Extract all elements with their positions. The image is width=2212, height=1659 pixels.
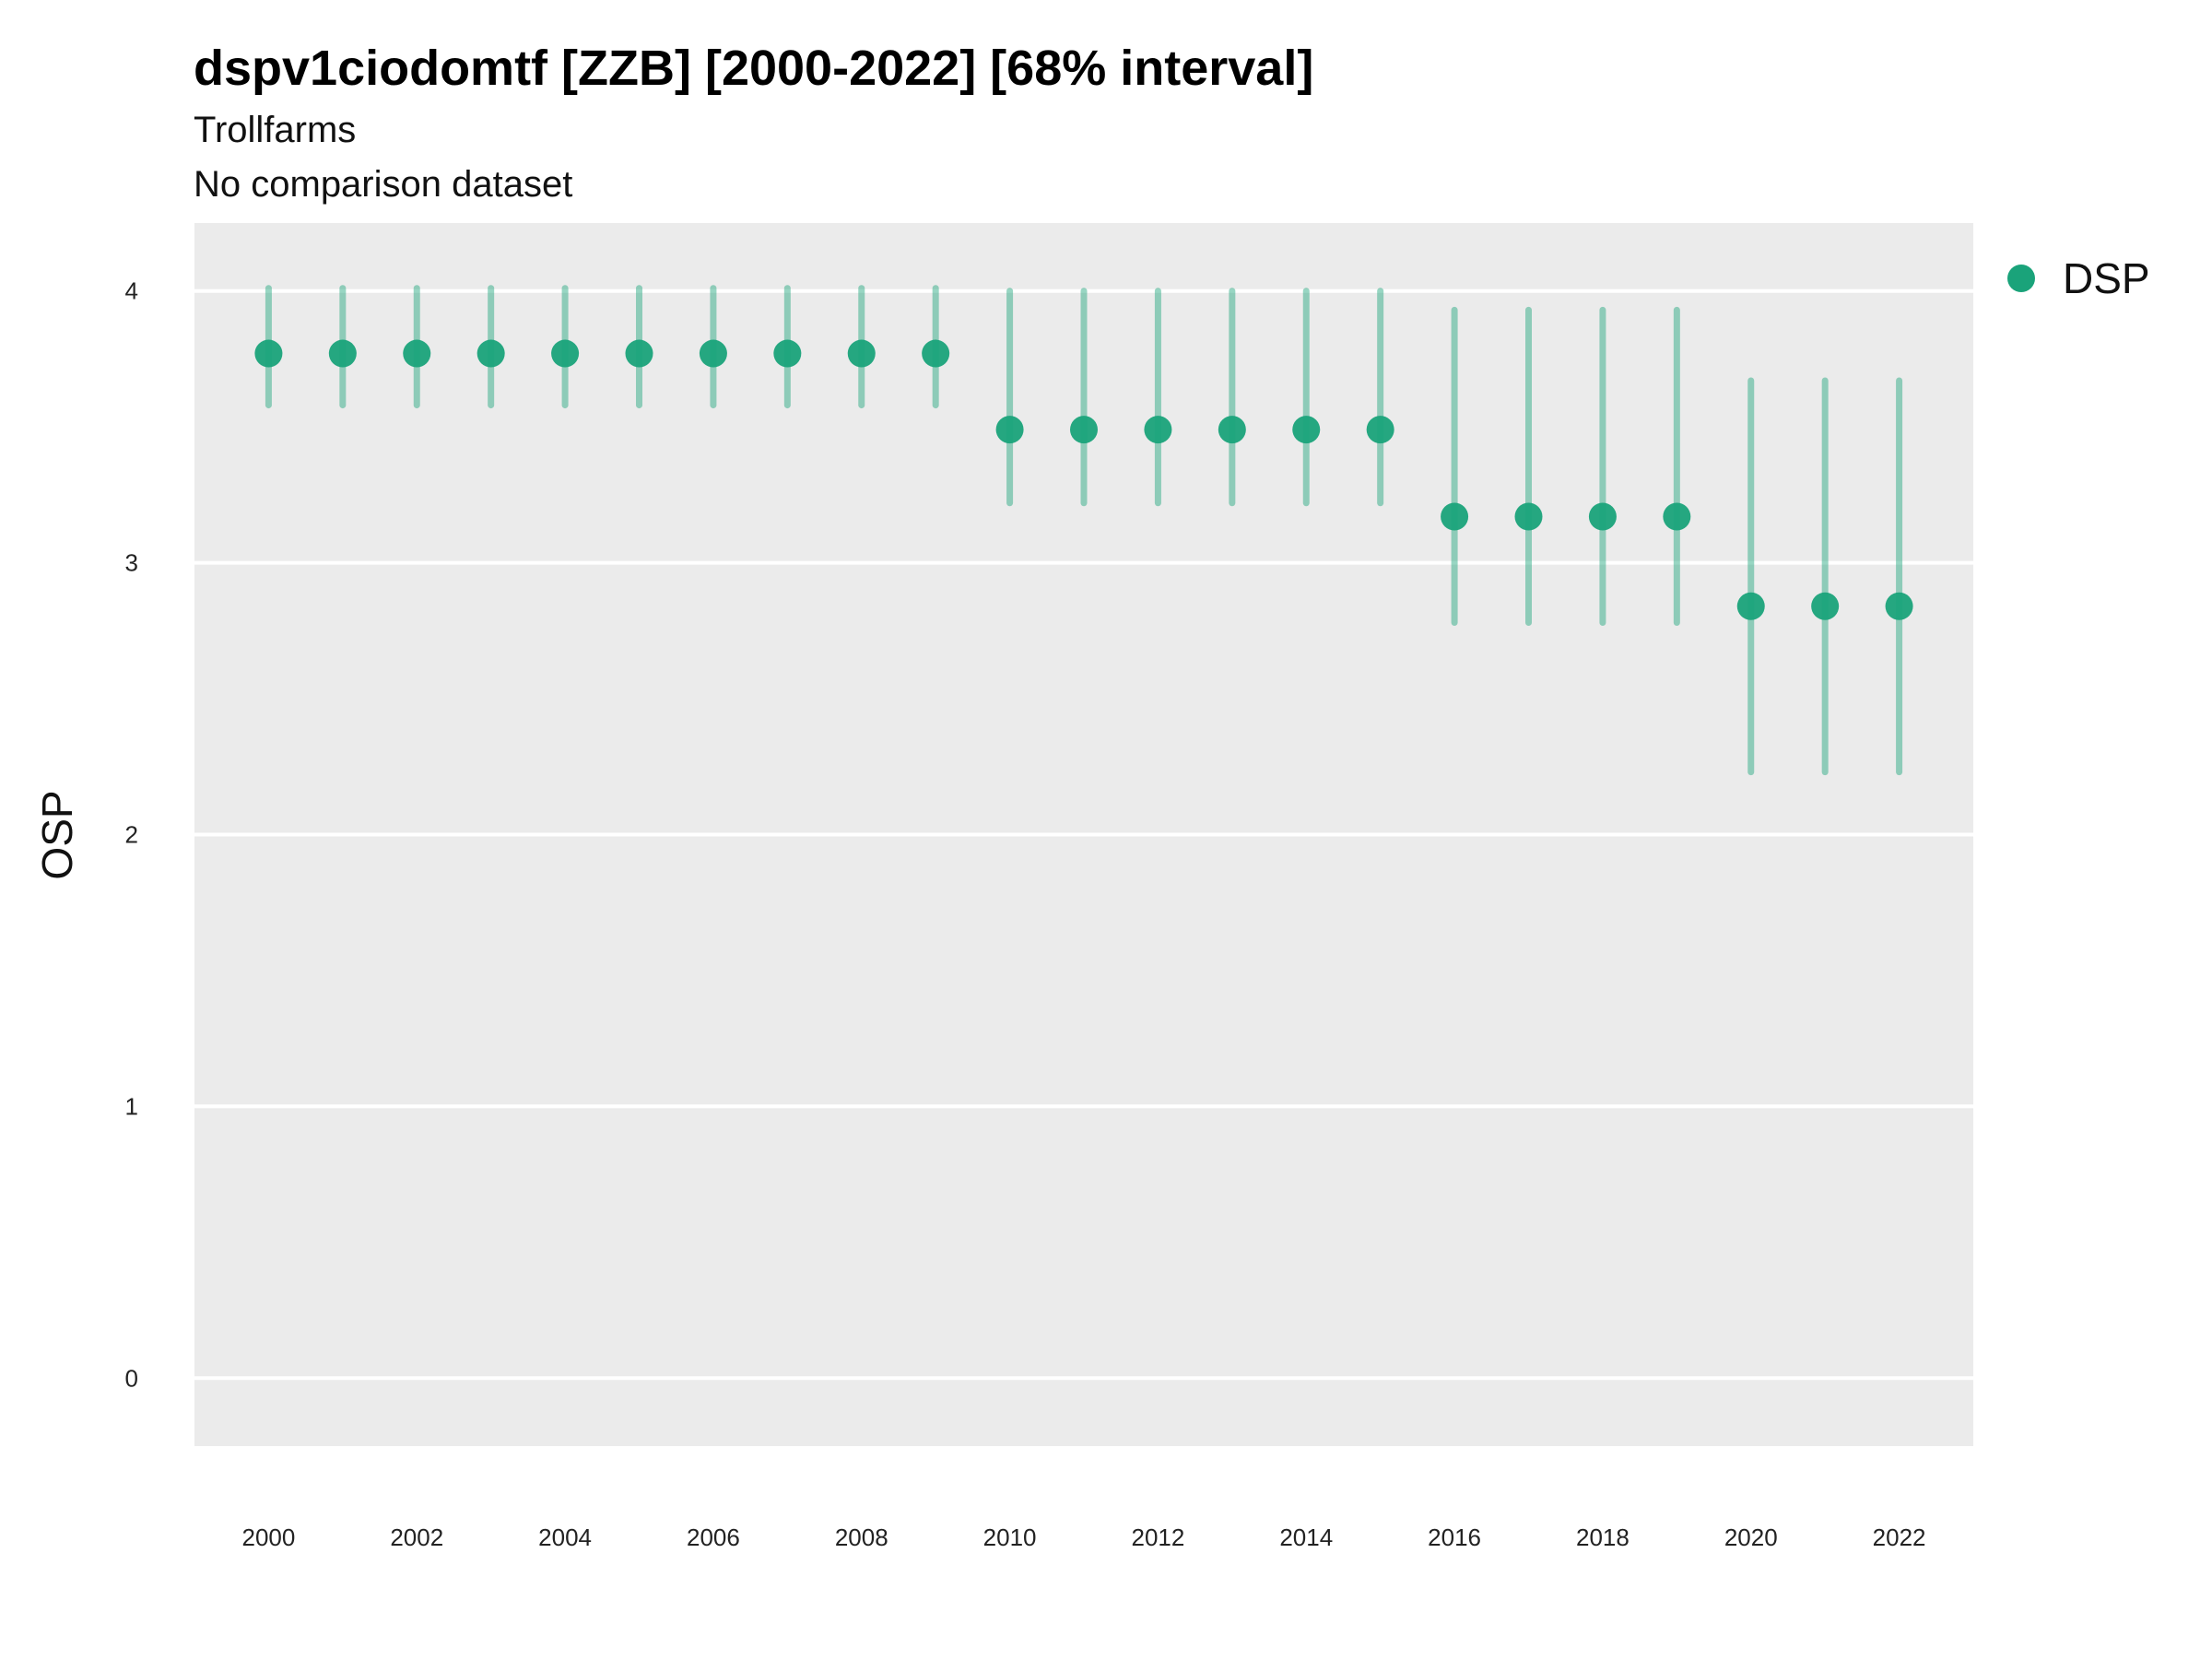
y-tick-label: 2 (125, 821, 138, 849)
data-point (922, 339, 950, 368)
data-point (625, 339, 653, 368)
data-point (699, 339, 727, 368)
x-tick-label: 2022 (1873, 1524, 1926, 1551)
x-tick-label: 2008 (835, 1524, 888, 1551)
data-point (1441, 502, 1469, 531)
y-tick-label: 1 (125, 1092, 138, 1120)
x-tick-label: 2014 (1279, 1524, 1333, 1551)
data-point (551, 339, 580, 368)
data-marks (254, 285, 1913, 776)
data-point (477, 339, 505, 368)
data-point (1144, 416, 1172, 444)
data-point (1218, 416, 1246, 444)
data-point (328, 339, 357, 368)
y-axis-label: OSP (33, 790, 81, 879)
x-tick-label: 2020 (1724, 1524, 1778, 1551)
data-point (1514, 502, 1543, 531)
data-point (254, 339, 283, 368)
data-point (847, 339, 876, 368)
data-point (1885, 592, 1913, 620)
data-point (1811, 592, 1840, 620)
y-axis-ticks: 0 1 2 3 4 (125, 277, 138, 1393)
x-tick-label: 2006 (687, 1524, 740, 1551)
x-tick-label: 2012 (1131, 1524, 1184, 1551)
y-tick-label: 0 (125, 1364, 138, 1392)
chart-subtitle-2: No comparison dataset (194, 164, 572, 205)
data-point (1366, 416, 1394, 444)
gridlines (194, 288, 1973, 1381)
legend-key-dsp (2007, 265, 2035, 292)
x-tick-label: 2010 (983, 1524, 1037, 1551)
data-point (773, 339, 802, 368)
chart-subtitle: Trollfarms (194, 110, 356, 150)
x-tick-label: 2004 (538, 1524, 592, 1551)
x-tick-label: 2002 (390, 1524, 443, 1551)
data-point (403, 339, 431, 368)
x-tick-label: 2016 (1428, 1524, 1481, 1551)
x-tick-label: 2000 (241, 1524, 295, 1551)
data-point (1292, 416, 1321, 444)
data-point (1736, 592, 1765, 620)
chart-title: dspv1ciodomtf [ZZB] [2000-2022] [68% int… (194, 41, 1313, 96)
data-point (995, 416, 1024, 444)
data-point (1663, 502, 1691, 531)
data-point (1070, 416, 1098, 444)
legend: DSP (2007, 254, 2150, 302)
data-point (1588, 502, 1617, 531)
y-tick-label: 3 (125, 549, 138, 577)
x-tick-label: 2018 (1576, 1524, 1630, 1551)
x-axis-ticks: 2000 2002 2004 2006 2008 2010 2012 2014 2016 2018… (241, 1524, 1925, 1551)
y-tick-label: 4 (125, 277, 138, 305)
legend-label-dsp: DSP (2063, 254, 2150, 302)
